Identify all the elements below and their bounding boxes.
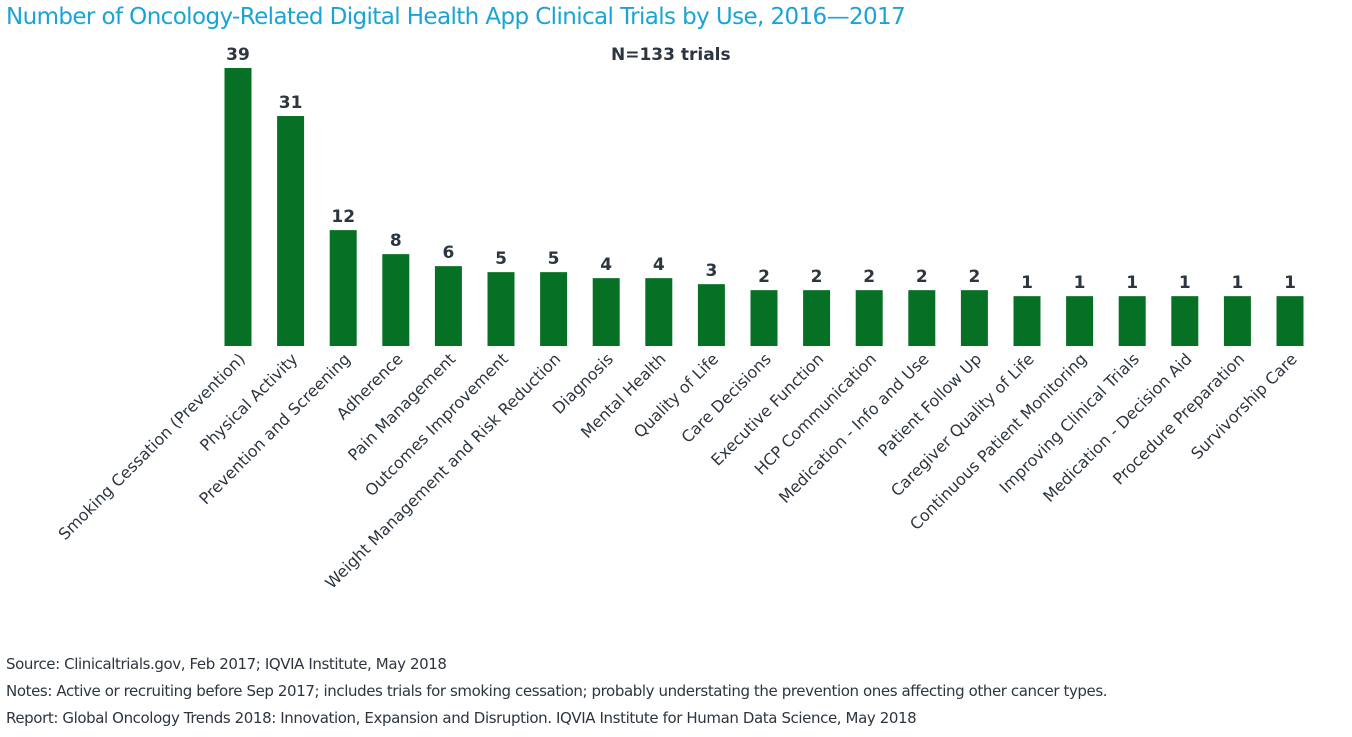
bar <box>750 290 778 346</box>
footer-source: Source: Clinicaltrials.gov, Feb 2017; IQ… <box>6 655 447 673</box>
bar <box>1171 296 1199 346</box>
bar-value-label: 31 <box>279 93 303 113</box>
bar-value-label: 12 <box>331 207 355 227</box>
bar-value-label: 4 <box>653 255 665 275</box>
bar-value-label: 1 <box>1021 273 1033 293</box>
bar <box>855 290 883 346</box>
bar <box>382 254 410 346</box>
bar <box>224 68 252 346</box>
bar-value-label: 5 <box>548 249 560 269</box>
bar-value-label: 39 <box>226 45 250 65</box>
chart-title: Number of Oncology-Related Digital Healt… <box>6 4 906 30</box>
bar-value-label: 2 <box>916 267 928 287</box>
category-label: Care Decisions <box>678 349 775 446</box>
bar-value-label: 2 <box>758 267 770 287</box>
bar-value-label: 3 <box>705 261 717 281</box>
bar <box>592 278 620 346</box>
bar-value-label: 1 <box>1126 273 1138 293</box>
value-labels-group: 39 31 12 8 6 5 5 4 4 3 2 2 2 2 2 1 1 1 1 1 1 <box>226 45 1296 293</box>
bar-value-label: 6 <box>442 243 454 263</box>
bar <box>697 284 725 346</box>
category-label: Physical Activity <box>196 349 301 454</box>
bar <box>1276 296 1304 346</box>
bar <box>645 278 673 346</box>
bar <box>487 272 515 346</box>
bar-value-label: 2 <box>968 267 980 287</box>
bar-value-label: 1 <box>1231 273 1243 293</box>
footer-report: Report: Global Oncology Trends 2018: Inn… <box>6 709 917 727</box>
footer-notes: Notes: Active or recruiting before Sep 2… <box>6 682 1108 700</box>
category-labels-group: Smoking Cessation (Prevention)Physical A… <box>54 349 1300 592</box>
bar <box>277 116 305 347</box>
category-label: Smoking Cessation (Prevention) <box>54 349 248 543</box>
bar-value-label: 1 <box>1179 273 1191 293</box>
bar-value-label: 4 <box>600 255 612 275</box>
bar <box>803 290 831 346</box>
bar <box>1118 296 1146 346</box>
bar <box>1223 296 1251 346</box>
bar-value-label: 2 <box>811 267 823 287</box>
bar-value-label: 2 <box>863 267 875 287</box>
bar-value-label: 8 <box>390 231 402 251</box>
bar-chart: 39 31 12 8 6 5 5 4 4 3 2 2 2 2 2 1 1 1 1 1 1 Smoking Cessati… <box>54 45 1304 592</box>
bar <box>434 266 462 346</box>
bar-value-label: 1 <box>1284 273 1296 293</box>
bar-value-label: 1 <box>1074 273 1086 293</box>
bars-group <box>224 68 1304 347</box>
bar <box>960 290 988 346</box>
bar-value-label: 5 <box>495 249 507 269</box>
bar <box>1013 296 1041 346</box>
bar <box>1066 296 1094 346</box>
bar <box>329 230 357 346</box>
bar <box>908 290 936 346</box>
chart-subtitle: N=133 trials <box>611 45 731 65</box>
bar <box>540 272 568 346</box>
